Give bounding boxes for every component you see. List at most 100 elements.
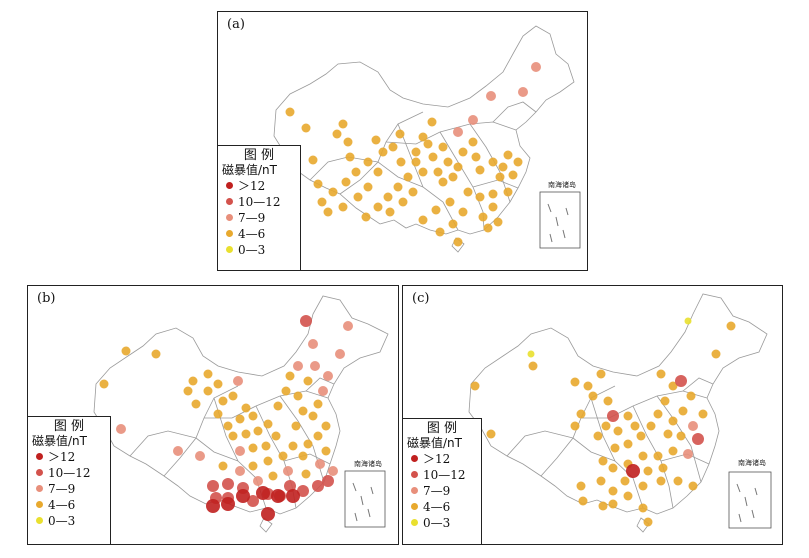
station-marker-4-6 [603,396,613,406]
station-marker-4-6 [673,476,683,486]
station-marker-4-6 [378,147,388,157]
station-marker-4-6 [488,157,498,167]
legend-b: 图 例 磁暴值/nT ＞12 10—12 7—9 4—6 0—3 [27,416,111,545]
legend-label: ＞12 [48,450,76,464]
station-marker-4-6 [363,157,373,167]
station-marker-4-6 [273,401,283,411]
station-marker-4-6 [656,369,666,379]
legend-swatch [226,230,233,237]
legend-item: 10—12 [32,465,106,481]
station-marker-4-6 [423,139,433,149]
station-marker-7-9 [195,451,205,461]
legend-label: 0—3 [48,514,76,528]
station-marker-4-6 [361,212,371,222]
station-marker-4-6 [470,381,480,391]
station-marker-4-6 [398,197,408,207]
station-marker-4-6 [203,386,213,396]
legend-label: 0—3 [423,516,451,530]
station-marker-4-6 [453,162,463,172]
station-marker-4-6 [338,119,348,129]
station-marker-7-9 [335,349,345,359]
legend-unit: 磁暴值/nT [222,163,277,177]
legend-title: 图 例 [53,419,85,434]
legend-item: 7—9 [222,210,296,226]
station-marker-4-6 [498,162,508,172]
station-marker-4-6 [638,451,648,461]
station-marker-4-6 [363,182,373,192]
station-marker-4-6 [483,223,493,233]
legend-label: 7—9 [238,211,266,225]
station-marker-4-6 [663,429,673,439]
station-marker-7-9 [486,91,496,101]
legend-item: 10—12 [222,194,296,210]
legend-title: 图 例 [243,148,275,163]
station-marker-4-6 [313,179,323,189]
station-marker-7-9 [116,424,126,434]
station-marker-4-6 [638,481,648,491]
station-marker-4-6 [213,379,223,389]
station-marker-10-12 [675,375,687,387]
station-marker-4-6 [121,346,131,356]
station-marker-4-6 [623,439,633,449]
station-marker-4-6 [435,227,445,237]
station-marker-4-6 [285,371,295,381]
station-marker-7-9 [318,386,328,396]
legend-label: 4—6 [238,227,266,241]
station-marker-4-6 [596,476,606,486]
station-marker-7-9 [328,466,338,476]
legend-item: 10—12 [407,467,477,483]
station-marker-4-6 [393,182,403,192]
station-marker-4-6 [601,421,611,431]
station-marker-gt12 [261,507,275,521]
station-marker-4-6 [373,202,383,212]
legend-item: ＞12 [32,449,106,465]
station-marker-4-6 [288,441,298,451]
station-marker-4-6 [301,469,311,479]
legend-a: 图 例 磁暴值/nT ＞12 10—12 7—9 4—6 0—3 [217,145,301,271]
station-marker-4-6 [373,167,383,177]
station-marker-4-6 [427,117,437,127]
station-marker-4-6 [285,107,295,117]
station-marker-4-6 [678,406,688,416]
south-china-sea-inset [539,191,581,249]
station-marker-10-12 [247,495,259,507]
station-marker-4-6 [418,167,428,177]
station-marker-4-6 [428,152,438,162]
station-marker-4-6 [411,147,421,157]
station-marker-4-6 [411,157,421,167]
legend-label: 10—12 [48,466,91,480]
legend-item: ＞12 [407,451,477,467]
station-marker-4-6 [636,431,646,441]
station-marker-4-6 [686,391,696,401]
station-marker-4-6 [458,147,468,157]
station-marker-4-6 [488,189,498,199]
station-marker-4-6 [418,215,428,225]
station-marker-4-6 [395,129,405,139]
station-marker-7-9 [688,421,698,431]
station-marker-4-6 [343,137,353,147]
station-marker-4-6 [676,431,686,441]
station-marker-4-6 [653,409,663,419]
station-marker-7-9 [235,466,245,476]
station-marker-4-6 [278,451,288,461]
legend-label: 10—12 [423,468,466,482]
stations-c [470,317,736,527]
station-marker-4-6 [576,409,586,419]
legend-c: 图 例 磁暴值/nT ＞12 10—12 7—9 4—6 0—3 [402,418,482,545]
station-marker-4-6 [321,421,331,431]
station-marker-4-6 [570,421,580,431]
legend-swatch [36,501,43,508]
station-marker-7-9 [531,62,541,72]
station-marker-4-6 [253,426,263,436]
station-marker-4-6 [688,481,698,491]
station-marker-4-6 [338,202,348,212]
legend-item: 4—6 [32,497,106,513]
station-marker-4-6 [301,123,311,133]
station-marker-4-6 [513,157,523,167]
stations-a [285,62,541,247]
legend-label: 0—3 [238,243,266,257]
station-marker-0-3 [527,350,535,358]
station-marker-4-6 [623,411,633,421]
station-marker-4-6 [668,416,678,426]
legend-swatch [411,487,418,494]
